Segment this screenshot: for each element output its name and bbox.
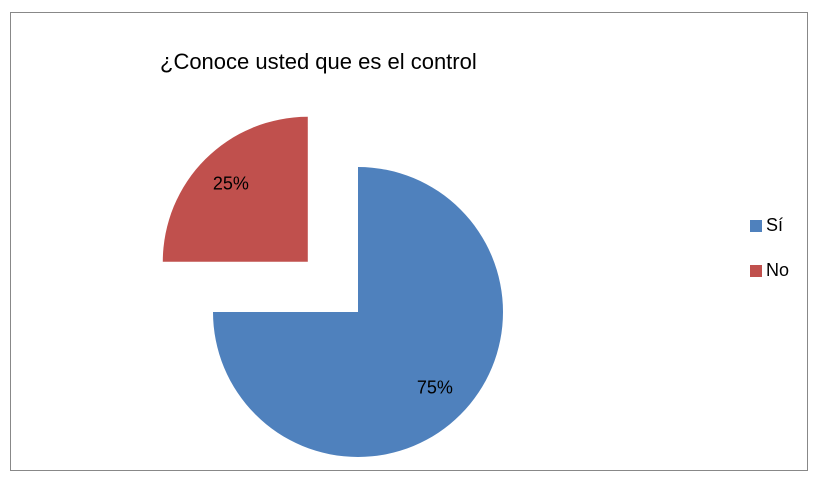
legend-label: Sí (766, 215, 783, 235)
data-label: 75% (417, 378, 453, 398)
chart-title: ¿Conoce usted que es el control (160, 49, 477, 74)
pie-slice (162, 116, 308, 262)
pie-slice (213, 167, 503, 457)
legend-label: No (766, 260, 789, 280)
legend-swatch (750, 265, 762, 277)
data-label: 25% (213, 174, 249, 194)
legend-swatch (750, 220, 762, 232)
